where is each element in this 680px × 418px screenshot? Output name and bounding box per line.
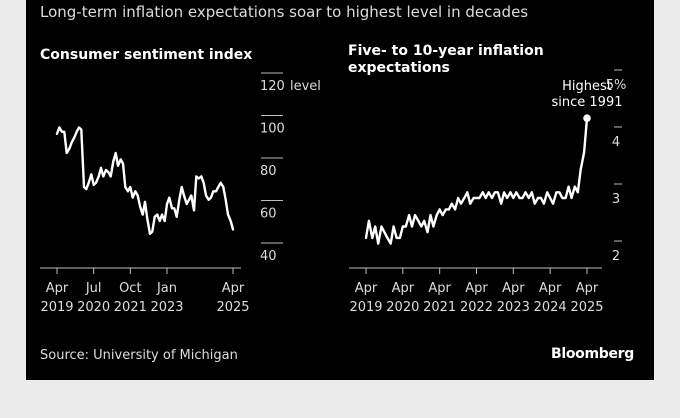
y-tick-label: 80 xyxy=(260,164,277,179)
x-tick-label: Apr xyxy=(465,281,488,296)
y-tick-label: 60 xyxy=(260,207,277,222)
x-tick-label: 2024 xyxy=(534,300,567,315)
y-unit-label: level xyxy=(290,79,321,94)
x-tick-label: Jul xyxy=(85,281,102,296)
x-tick-label: 2019 xyxy=(40,300,73,315)
annotation-text: since 1991 xyxy=(552,95,623,110)
x-tick-label: 2020 xyxy=(77,300,110,315)
x-tick-label: Apr xyxy=(428,281,451,296)
x-tick-label: Apr xyxy=(355,281,378,296)
y-tick-label: 5% xyxy=(606,78,627,93)
y-tick-label: 4 xyxy=(612,135,620,150)
x-tick-label: Apr xyxy=(576,281,599,296)
y-tick-label: 100 xyxy=(260,122,285,137)
x-tick-label: Apr xyxy=(539,281,562,296)
x-tick-label: 2019 xyxy=(349,300,382,315)
x-tick-label: Apr xyxy=(222,281,245,296)
sentiment-chart: 40 60 80 100 120 level Apr 2019 Jul 2020 Oct 2021 Ja… xyxy=(40,72,321,315)
chart-card: Long-term inflation expectations soar to… xyxy=(26,0,654,380)
highest-point-marker xyxy=(583,114,591,122)
subtitle: Long-term inflation expectations soar to… xyxy=(40,3,529,21)
x-tick-label: Oct xyxy=(119,281,141,296)
y-tick-label: 2 xyxy=(612,249,620,264)
annotation-text: Highest xyxy=(562,79,612,94)
series-line xyxy=(364,116,589,245)
x-tick-label: Jan xyxy=(156,281,177,296)
charts-svg: 40 60 80 100 120 level Apr 2019 Jul 2020 Oct 2021 Ja… xyxy=(40,69,627,315)
x-tick-label: 2023 xyxy=(497,300,530,315)
source-note: Source: University of Michigan xyxy=(40,348,238,363)
x-tick-label: 2021 xyxy=(423,300,456,315)
bloomberg-logo: Bloomberg xyxy=(550,346,634,362)
series-line xyxy=(55,126,235,236)
x-tick-label: Apr xyxy=(392,281,415,296)
x-tick-label: 2020 xyxy=(386,300,419,315)
inflation-chart: 2 3 4 5% Apr 2019 Apr 2020 Apr 2021 Apr 2022 Apr 2023… xyxy=(349,69,627,315)
sentiment-chart-title: Consumer sentiment index xyxy=(40,47,253,63)
inflation-chart-title: Five- to 10-year inflation expectations xyxy=(348,43,544,76)
x-tick-label: Apr xyxy=(46,281,69,296)
x-tick-label: 2025 xyxy=(216,300,249,315)
x-tick-label: 2021 xyxy=(114,300,147,315)
x-tick-label: 2022 xyxy=(460,300,493,315)
y-tick-label: 3 xyxy=(612,192,620,207)
x-tick-label: Apr xyxy=(502,281,525,296)
x-tick-label: 2025 xyxy=(570,300,603,315)
x-tick-label: 2023 xyxy=(150,300,183,315)
y-tick-label: 40 xyxy=(260,249,277,264)
y-tick-label: 120 xyxy=(260,79,285,94)
